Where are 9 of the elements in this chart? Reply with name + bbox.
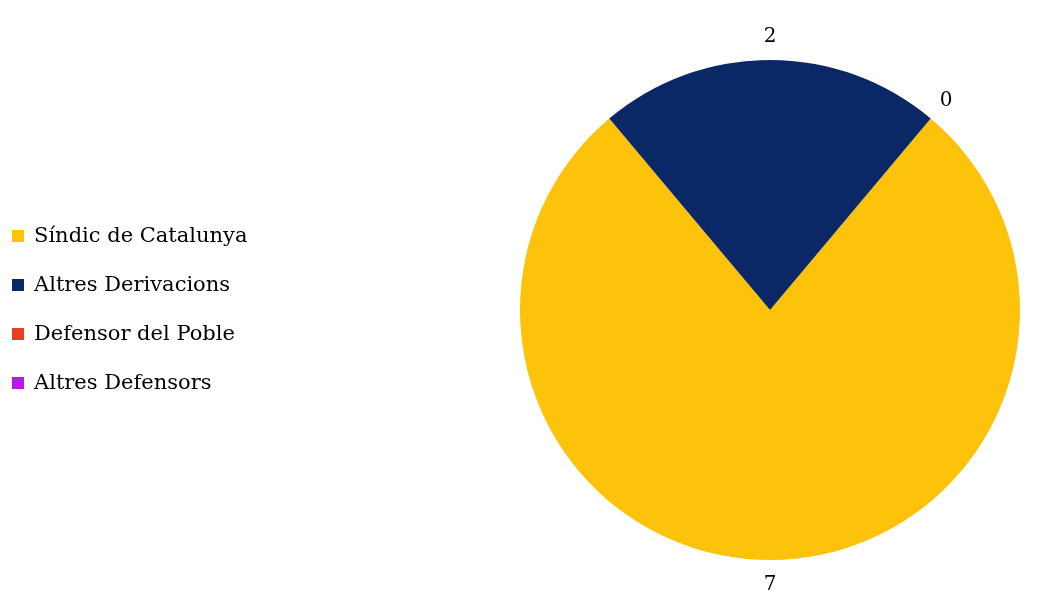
- legend-label: Defensor del Poble: [34, 320, 235, 345]
- data-label: 7: [763, 570, 777, 595]
- legend-label: Síndic de Catalunya: [34, 222, 248, 247]
- text: 0: [939, 86, 953, 111]
- pie-slice: [520, 118, 1020, 560]
- legend-label: Altres Defensors: [33, 369, 212, 394]
- legend-label: Altres Derivacions: [33, 271, 231, 296]
- pie-slice: [609, 60, 931, 310]
- data-label: 2: [763, 22, 777, 47]
